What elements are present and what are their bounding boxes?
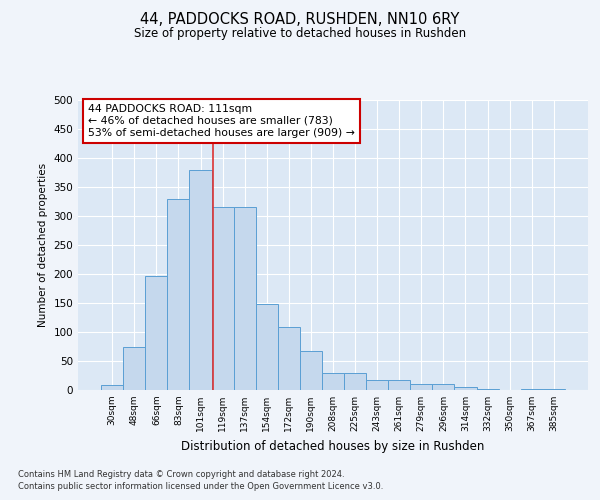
Bar — [300, 350, 322, 390]
Bar — [344, 372, 366, 390]
Bar — [278, 328, 300, 390]
Bar — [322, 372, 344, 390]
Bar — [145, 276, 167, 390]
Bar — [101, 386, 123, 390]
Bar — [212, 206, 233, 390]
Bar — [476, 389, 499, 390]
Text: 44 PADDOCKS ROAD: 111sqm
← 46% of detached houses are smaller (783)
53% of semi-: 44 PADDOCKS ROAD: 111sqm ← 46% of detach… — [88, 104, 355, 138]
Text: 44, PADDOCKS ROAD, RUSHDEN, NN10 6RY: 44, PADDOCKS ROAD, RUSHDEN, NN10 6RY — [140, 12, 460, 28]
Bar — [123, 346, 145, 390]
Bar — [388, 380, 410, 390]
Text: Contains HM Land Registry data © Crown copyright and database right 2024.: Contains HM Land Registry data © Crown c… — [18, 470, 344, 479]
Bar — [366, 380, 388, 390]
Text: Contains public sector information licensed under the Open Government Licence v3: Contains public sector information licen… — [18, 482, 383, 491]
Bar — [190, 170, 212, 390]
X-axis label: Distribution of detached houses by size in Rushden: Distribution of detached houses by size … — [181, 440, 485, 452]
Text: Size of property relative to detached houses in Rushden: Size of property relative to detached ho… — [134, 28, 466, 40]
Bar — [454, 386, 476, 390]
Bar — [433, 384, 454, 390]
Y-axis label: Number of detached properties: Number of detached properties — [38, 163, 48, 327]
Bar — [233, 208, 256, 390]
Bar — [410, 384, 433, 390]
Bar — [167, 198, 190, 390]
Bar — [256, 304, 278, 390]
